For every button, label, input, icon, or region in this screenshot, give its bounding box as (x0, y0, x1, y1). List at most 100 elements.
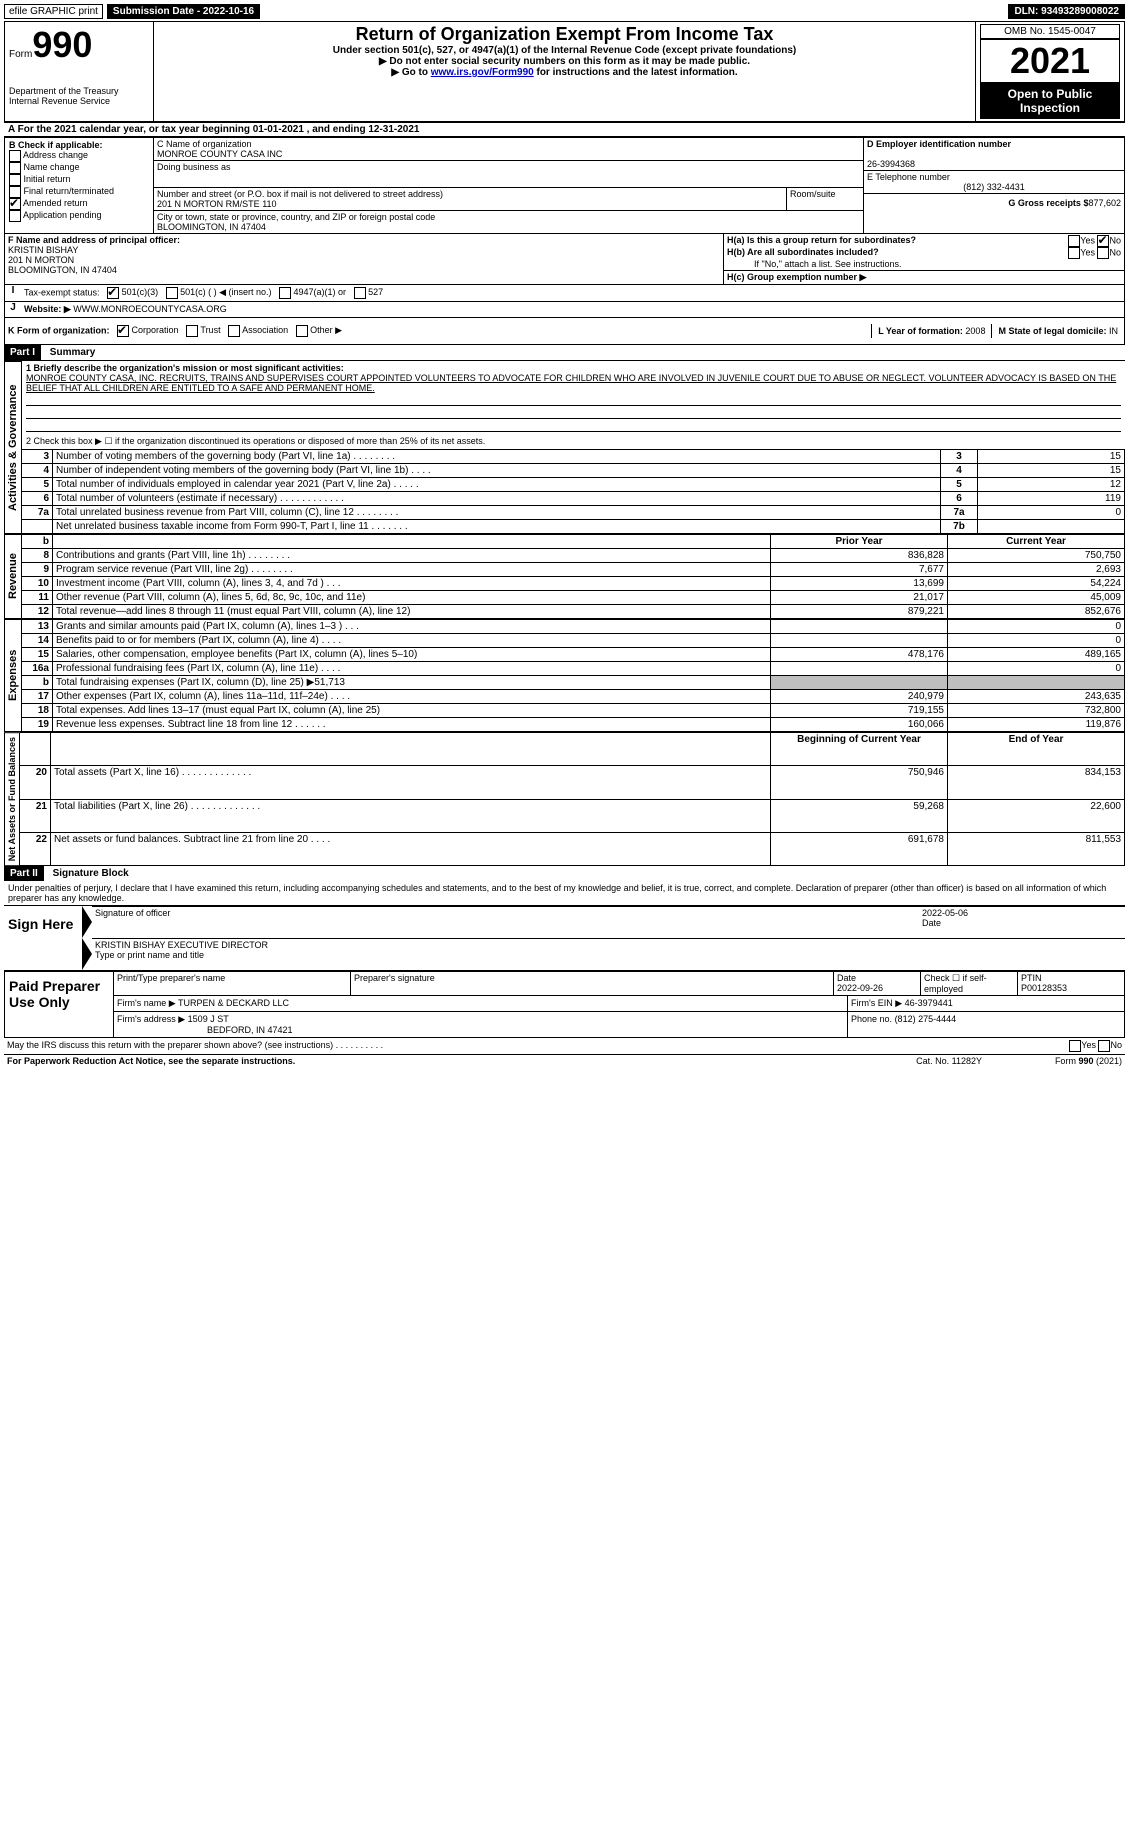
website-label: Website: ▶ (24, 304, 71, 314)
i-opt-1-checkbox[interactable] (166, 287, 178, 299)
b-opt-4-checkbox[interactable] (9, 198, 21, 210)
dln: DLN: 93493289008022 (1008, 4, 1125, 19)
ptin-value: P00128353 (1021, 983, 1067, 993)
i-opt-2-checkbox[interactable] (279, 287, 291, 299)
i-opt-3-checkbox[interactable] (354, 287, 366, 299)
b-opt-2-checkbox[interactable] (9, 174, 21, 186)
firm-name: TURPEN & DECKARD LLC (178, 998, 289, 1008)
l-label: L Year of formation: (878, 326, 963, 336)
irs-link[interactable]: www.irs.gov/Form990 (431, 67, 534, 78)
paid-label: Paid Preparer Use Only (5, 972, 114, 1037)
city-value: BLOOMINGTON, IN 47404 (157, 222, 266, 232)
sign-here-label: Sign Here (4, 906, 82, 970)
typed-name: KRISTIN BISHAY EXECUTIVE DIRECTOR (95, 940, 268, 950)
part2-header: Part II Signature Block (4, 866, 1125, 881)
i-letter: I (5, 285, 21, 301)
form-word: Form (9, 49, 32, 60)
sig-date-label: Date (922, 918, 941, 928)
phone-label: E Telephone number (867, 172, 950, 182)
side-na: Net Assets or Fund Balances (4, 732, 20, 866)
f-label: F Name and address of principal officer: (8, 235, 180, 245)
discuss-no-checkbox[interactable] (1098, 1040, 1110, 1052)
firm-ein: 46-3979441 (905, 998, 953, 1008)
omb-number: OMB No. 1545-0047 (980, 24, 1120, 39)
hb-yes-checkbox[interactable] (1068, 247, 1080, 259)
hb-no-checkbox[interactable] (1097, 247, 1109, 259)
yes-label-2: Yes (1080, 247, 1095, 257)
firm-addr2: BEDFORD, IN 47421 (117, 1025, 293, 1035)
entity-box: B Check if applicable: Address change Na… (4, 137, 1125, 234)
k-row: K Form of organization: Corporation Trus… (4, 318, 1125, 345)
self-emp-hdr: Check ☐ if self-employed (921, 972, 1018, 995)
b-opt-1-checkbox[interactable] (9, 162, 21, 174)
street-value: 201 N MORTON RM/STE 110 (157, 199, 277, 209)
yes-label: Yes (1080, 235, 1095, 245)
sig-date: 2022-05-06 (922, 908, 968, 918)
prep-date-hdr: Date (837, 973, 856, 983)
b-opt-5-checkbox[interactable] (9, 210, 21, 222)
top-bar: efile GRAPHIC print Submission Date - 20… (4, 4, 1125, 19)
sign-here-block: Sign Here Signature of officer2022-05-06… (4, 906, 1125, 971)
no-label: No (1109, 235, 1121, 245)
tax-exempt-row: I Tax-exempt status: 501(c)(3) 501(c) ( … (4, 285, 1125, 302)
form-subtitle-3: ▶ Go to www.irs.gov/Form990 for instruct… (158, 67, 971, 78)
firm-name-label: Firm's name ▶ (117, 998, 176, 1008)
room-label: Room/suite (790, 189, 836, 199)
side-ag: Activities & Governance (4, 361, 22, 534)
tax-year: 2021 (980, 39, 1120, 83)
ein-label: D Employer identification number (867, 139, 1011, 149)
part1-bar: Part I (4, 345, 41, 360)
officer-addr2: BLOOMINGTON, IN 47404 (8, 265, 117, 275)
arrow-icon (82, 906, 92, 938)
c-name-label: C Name of organization (157, 139, 252, 149)
arrow-icon-2 (82, 938, 92, 970)
form-subtitle-1: Under section 501(c), 527, or 4947(a)(1)… (158, 45, 971, 56)
website-row: J Website: ▶ WWW.MONROECOUNTYCASA.ORG (4, 302, 1125, 318)
hb-label: H(b) Are all subordinates included? (727, 247, 879, 257)
b-opt-0-checkbox[interactable] (9, 150, 21, 162)
line2-text: 2 Check this box ▶ ☐ if the organization… (22, 434, 1125, 449)
officer-name: KRISTIN BISHAY (8, 245, 78, 255)
phone-value: (812) 332-4431 (867, 182, 1121, 192)
mission-text: MONROE COUNTY CASA, INC. RECRUITS, TRAIN… (26, 373, 1116, 393)
submission-date: Submission Date - 2022-10-16 (107, 4, 260, 19)
form-number: 990 (32, 24, 92, 65)
mission-label: 1 Briefly describe the organization's mi… (26, 363, 344, 373)
revenue-section: Revenue bPrior YearCurrent Year8Contribu… (4, 534, 1125, 619)
i-label: Tax-exempt status: (24, 287, 100, 297)
street-label: Number and street (or P.O. box if mail i… (157, 189, 443, 199)
paperwork-notice: For Paperwork Reduction Act Notice, see … (7, 1056, 916, 1066)
l-value: 2008 (965, 326, 985, 336)
i-opt-0-checkbox[interactable] (107, 287, 119, 299)
open-to-public: Open to Public Inspection (980, 83, 1120, 119)
org-name: MONROE COUNTY CASA INC (157, 149, 282, 159)
gross-label: G Gross receipts $ (1008, 198, 1088, 208)
firm-phone-label: Phone no. (851, 1014, 892, 1024)
m-value: IN (1109, 326, 1118, 336)
section-b: B Check if applicable: Address change Na… (5, 138, 154, 233)
activities-governance-section: Activities & Governance 1 Briefly descri… (4, 361, 1125, 534)
k-opt-1-checkbox[interactable] (186, 325, 198, 337)
gross-value: 877,602 (1088, 198, 1121, 208)
prep-date: 2022-09-26 (837, 983, 883, 993)
k-opt-0-checkbox[interactable] (117, 325, 129, 337)
k-opt-2-checkbox[interactable] (228, 325, 240, 337)
paid-preparer-block: Paid Preparer Use Only Print/Type prepar… (4, 971, 1125, 1038)
form-title: Return of Organization Exempt From Incom… (158, 24, 971, 45)
b-label: B Check if applicable: (9, 140, 103, 150)
ha-no-checkbox[interactable] (1097, 235, 1109, 247)
firm-addr-label: Firm's address ▶ (117, 1014, 185, 1024)
discuss-yes-checkbox[interactable] (1069, 1040, 1081, 1052)
preparer-sig-hdr: Preparer's signature (351, 972, 834, 995)
city-label: City or town, state or province, country… (157, 212, 435, 222)
cat-no: Cat. No. 11282Y (916, 1056, 982, 1066)
part2-title: Signature Block (47, 866, 135, 881)
goto-post: for instructions and the latest informat… (534, 67, 738, 78)
preparer-name-hdr: Print/Type preparer's name (114, 972, 351, 995)
discuss-no: No (1110, 1040, 1122, 1052)
website-value: WWW.MONROECOUNTYCASA.ORG (71, 304, 227, 314)
ha-yes-checkbox[interactable] (1068, 235, 1080, 247)
firm-phone: (812) 275-4444 (895, 1014, 957, 1024)
sig-officer-label: Signature of officer (92, 906, 919, 929)
k-opt-3-checkbox[interactable] (296, 325, 308, 337)
